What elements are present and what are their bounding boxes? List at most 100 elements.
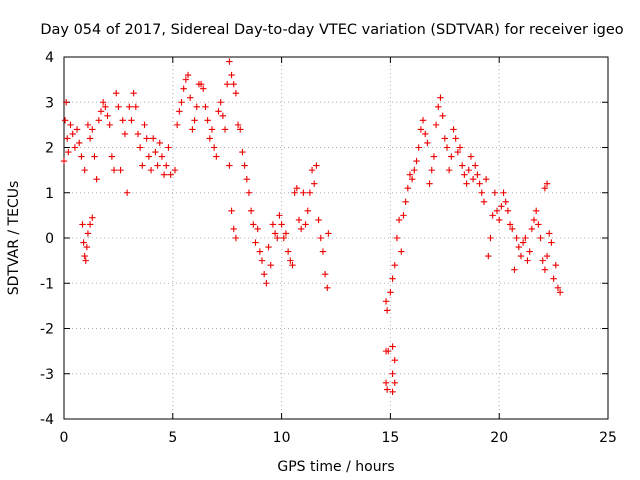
data-point	[308, 166, 316, 174]
data-point	[184, 71, 192, 79]
data-point	[265, 243, 272, 251]
data-point	[89, 126, 96, 133]
data-point	[202, 103, 209, 110]
data-point	[254, 225, 261, 233]
data-point	[456, 144, 464, 151]
data-point	[73, 126, 81, 133]
data-point	[465, 166, 472, 174]
data-point	[234, 121, 242, 129]
data-point	[158, 153, 166, 160]
data-point	[93, 175, 100, 183]
data-point	[269, 221, 277, 228]
data-point	[134, 130, 142, 138]
data-point	[204, 117, 211, 124]
data-point	[422, 130, 429, 138]
data-point	[230, 80, 237, 88]
data-point	[280, 234, 287, 242]
data-point	[383, 307, 391, 314]
data-point	[274, 234, 281, 242]
data-point	[548, 239, 555, 246]
data-point	[489, 212, 496, 219]
data-point	[82, 257, 89, 264]
data-point	[104, 112, 111, 120]
data-point	[467, 153, 475, 160]
data-point	[165, 144, 172, 151]
data-point	[461, 171, 468, 178]
data-point	[86, 221, 94, 228]
data-point	[215, 108, 222, 115]
data-point	[108, 153, 116, 160]
data-point	[250, 221, 257, 228]
data-point	[132, 103, 140, 110]
data-point	[448, 153, 455, 160]
data-point	[62, 99, 70, 106]
data-point	[176, 108, 183, 115]
data-point	[228, 71, 235, 79]
y-tick-label: 0	[45, 231, 54, 247]
data-point	[84, 230, 92, 237]
data-point	[532, 207, 540, 215]
data-point	[206, 135, 213, 142]
data-point	[119, 117, 126, 124]
data-point	[152, 148, 159, 156]
data-point	[424, 139, 431, 147]
data-point	[243, 175, 250, 183]
data-point	[228, 207, 235, 215]
data-point	[171, 166, 179, 174]
data-point	[415, 144, 422, 151]
data-point	[393, 234, 401, 242]
data-point	[300, 189, 307, 196]
data-point	[315, 216, 322, 224]
data-point	[160, 171, 168, 178]
y-tick-label: -3	[40, 367, 54, 383]
data-point	[443, 144, 451, 151]
data-point	[452, 135, 459, 142]
data-point	[539, 257, 546, 264]
data-point	[389, 370, 396, 377]
data-point	[276, 212, 283, 219]
data-point	[491, 189, 499, 196]
data-point	[187, 94, 194, 101]
data-point	[311, 180, 318, 187]
x-axis-label: GPS time / hours	[277, 459, 394, 475]
data-point	[522, 234, 529, 242]
tick-labels: 0 5 10 15 20 25 -4 -3 -2 -1 0 1 2 3 4	[40, 50, 617, 446]
data-point	[106, 121, 113, 129]
data-point	[543, 180, 551, 187]
x-tick-label: 0	[60, 430, 69, 446]
data-point	[498, 203, 505, 210]
data-point	[524, 257, 531, 264]
data-point	[552, 261, 559, 269]
data-point	[511, 266, 518, 273]
data-point	[110, 166, 118, 174]
data-point	[210, 144, 218, 151]
data-point	[117, 166, 124, 174]
data-point	[500, 189, 507, 196]
data-point	[317, 234, 324, 242]
data-point	[441, 135, 448, 142]
data-point	[472, 162, 479, 169]
data-point	[400, 212, 407, 219]
data-point	[208, 126, 216, 133]
data-point	[232, 234, 240, 242]
data-point	[178, 99, 185, 106]
data-point	[245, 189, 253, 196]
data-point	[291, 189, 298, 196]
data-point	[126, 103, 133, 110]
x-tick-label: 5	[168, 430, 177, 446]
data-point	[417, 126, 425, 133]
data-point	[382, 298, 390, 305]
data-point	[504, 207, 512, 215]
data-point	[121, 130, 129, 138]
data-point	[509, 225, 516, 233]
data-point	[130, 90, 137, 97]
data-point	[454, 148, 462, 156]
y-tick-label: -4	[40, 412, 54, 428]
data-point	[91, 153, 98, 160]
data-point	[478, 189, 485, 196]
y-tick-label: 2	[45, 141, 54, 157]
data-point	[413, 157, 420, 165]
x-tick-label: 20	[490, 430, 508, 446]
data-point	[293, 185, 301, 192]
